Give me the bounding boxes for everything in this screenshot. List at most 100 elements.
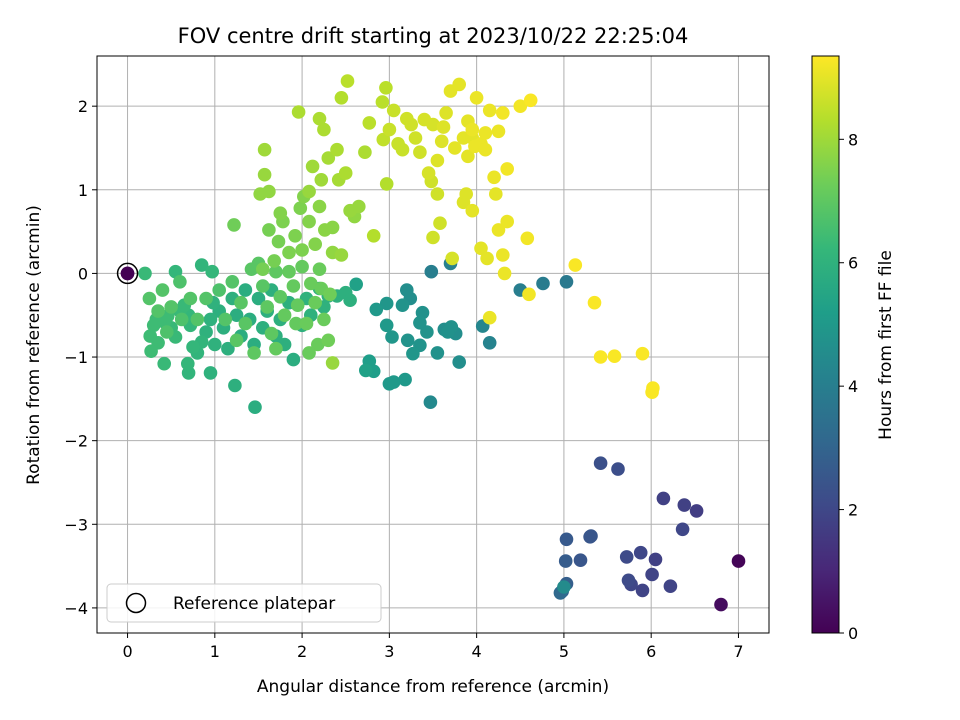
data-point <box>489 187 503 201</box>
x-axis-ticks: 0 1 2 3 4 5 6 7 <box>122 633 744 661</box>
data-point <box>190 312 205 327</box>
data-point <box>645 567 659 582</box>
data-point <box>386 375 401 389</box>
data-point <box>413 316 427 330</box>
data-point <box>205 264 219 279</box>
data-point <box>491 124 506 139</box>
legend: Reference platepar <box>106 583 382 623</box>
data-point <box>731 554 746 568</box>
data-point <box>496 248 510 262</box>
data-point <box>398 372 412 387</box>
data-point <box>385 330 399 344</box>
data-point <box>267 254 282 268</box>
y-tick-label: −2 <box>64 432 88 451</box>
data-point <box>677 498 692 512</box>
data-point <box>559 275 574 289</box>
data-point <box>308 237 323 251</box>
data-point <box>487 170 501 185</box>
data-point <box>404 117 419 132</box>
data-point <box>426 117 440 132</box>
data-point <box>257 142 272 157</box>
x-axis-label: Angular distance from reference (arcmin) <box>257 677 609 697</box>
data-point <box>379 296 394 311</box>
data-point <box>423 395 438 410</box>
data-point <box>482 103 497 118</box>
data-point <box>478 126 493 140</box>
data-point <box>251 291 266 306</box>
data-point <box>379 81 393 95</box>
chart-title: FOV centre drift starting at 2023/10/22 … <box>178 24 689 48</box>
data-point <box>461 149 475 164</box>
y-tick-label: 0 <box>78 264 88 283</box>
data-point <box>689 504 704 518</box>
data-point <box>635 583 650 598</box>
data-point <box>288 229 302 243</box>
data-point <box>295 259 309 274</box>
data-point <box>468 139 482 154</box>
data-point <box>262 223 276 237</box>
data-point <box>434 134 449 149</box>
colorbar-tick-label: 2 <box>848 501 858 520</box>
data-point <box>295 243 309 257</box>
x-tick-label: 2 <box>297 642 307 661</box>
data-point <box>321 333 336 348</box>
data-point <box>293 201 308 215</box>
data-point <box>312 111 327 126</box>
data-point <box>255 262 270 277</box>
data-point <box>203 312 218 327</box>
colorbar-ticks: 0 2 4 6 8 <box>839 130 858 643</box>
data-point <box>436 120 451 134</box>
data-point <box>400 283 414 297</box>
data-point <box>311 337 325 352</box>
y-tick-label: −1 <box>64 348 88 367</box>
data-point <box>234 295 248 310</box>
data-point <box>714 597 728 612</box>
data-point <box>164 300 178 314</box>
data-point <box>559 532 574 547</box>
data-point <box>645 385 659 400</box>
data-point <box>593 456 608 471</box>
data-point <box>269 341 283 356</box>
data-point <box>257 167 272 182</box>
data-point <box>151 304 165 318</box>
data-point <box>199 291 213 306</box>
data-point <box>229 308 244 323</box>
data-point <box>340 74 355 88</box>
data-point <box>173 275 187 289</box>
data-point <box>358 145 372 159</box>
data-point <box>359 363 373 378</box>
data-point <box>349 277 364 292</box>
x-tick-label: 5 <box>559 642 569 661</box>
data-point <box>523 93 538 108</box>
data-point <box>448 141 462 155</box>
data-point <box>366 229 381 243</box>
data-point <box>218 312 233 327</box>
colorbar-gradient <box>812 56 839 633</box>
data-point <box>430 153 445 168</box>
data-point <box>186 340 200 354</box>
data-point <box>587 295 602 310</box>
legend-box <box>106 583 382 623</box>
data-point <box>273 290 288 304</box>
data-point <box>305 159 320 174</box>
data-point <box>452 355 467 369</box>
y-tick-label: −4 <box>64 599 88 618</box>
data-point <box>248 400 262 415</box>
data-point <box>269 264 283 279</box>
data-point <box>334 248 349 262</box>
data-point <box>323 287 337 302</box>
data-point <box>334 91 349 105</box>
data-point <box>312 199 327 214</box>
x-tick-label: 6 <box>646 642 656 661</box>
data-point <box>459 187 474 201</box>
colorbar-frame <box>811 55 840 634</box>
data-point <box>656 491 671 506</box>
colorbar-tick-label: 4 <box>848 377 858 396</box>
data-point <box>430 187 445 201</box>
data-point <box>157 356 171 371</box>
data-point <box>386 103 401 118</box>
data-point <box>536 276 550 291</box>
data-point <box>607 349 622 364</box>
data-point <box>282 264 296 279</box>
colorbar: 0 2 4 6 8 Hours from first FF file <box>811 55 896 643</box>
